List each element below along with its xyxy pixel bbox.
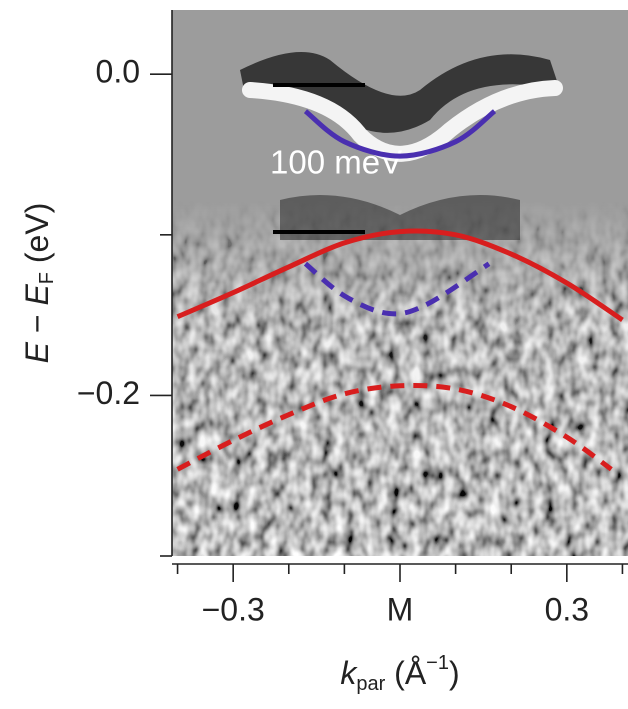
label-part: −1 xyxy=(426,652,449,674)
x-tick-label: 0.3 xyxy=(545,591,589,627)
label-part: ) xyxy=(449,655,460,691)
band-curve xyxy=(176,228,624,323)
label-part: E xyxy=(19,341,55,363)
label-part: (eV) xyxy=(19,203,55,272)
x-tick-label: −0.3 xyxy=(202,591,265,627)
label-part: (Å xyxy=(385,655,427,691)
label-part: par xyxy=(356,673,385,695)
label-part: E xyxy=(19,284,55,306)
label-part: F xyxy=(36,272,58,284)
x-axis-label: kpar (Å−1) xyxy=(340,652,459,695)
y-tick-label: 0.0 xyxy=(96,54,140,90)
band-curve xyxy=(176,382,613,472)
y-axis-label: E − EF (eV) xyxy=(19,203,58,364)
y-tick-label: −0.2 xyxy=(77,375,140,411)
band-curve xyxy=(303,261,491,317)
band-curve xyxy=(303,109,497,159)
label-part: − xyxy=(19,306,55,342)
x-tick-label: M xyxy=(387,591,414,627)
spectrum-image xyxy=(172,10,628,556)
label-part: k xyxy=(340,655,358,691)
annotation: 100 meV xyxy=(270,144,402,181)
